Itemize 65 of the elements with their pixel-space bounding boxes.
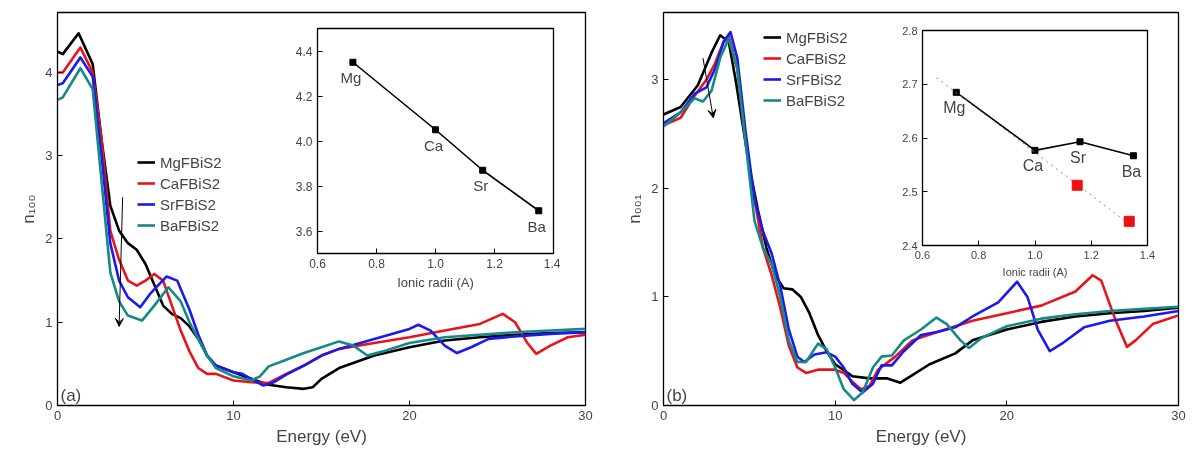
annotation: Mg bbox=[340, 69, 362, 87]
y-tick-label: 2.7 bbox=[902, 78, 918, 91]
y-axis-title: n₁₀₀ bbox=[19, 194, 39, 224]
point bbox=[349, 58, 357, 66]
y-tick-label: 1 bbox=[45, 314, 53, 330]
x-tick-label: 1.2 bbox=[486, 256, 504, 271]
point bbox=[952, 88, 960, 96]
y-tick-label: 2.6 bbox=[902, 132, 918, 144]
x-tick-label: 30 bbox=[578, 407, 593, 423]
legend-label: MgFBiS2 bbox=[786, 28, 848, 46]
point bbox=[479, 166, 487, 174]
y-tick-label: 3 bbox=[651, 72, 659, 88]
point bbox=[1071, 179, 1083, 191]
annotation: Sr bbox=[1070, 148, 1087, 166]
legend-label: CaFBiS2 bbox=[786, 49, 847, 67]
x-tick-label: 10 bbox=[827, 407, 843, 423]
x-axis-title: Ionic radii (A) bbox=[1002, 265, 1068, 278]
y-tick-label: 3.6 bbox=[295, 224, 313, 239]
y-tick-label: 3.8 bbox=[295, 179, 313, 194]
annotation: (a) bbox=[60, 385, 82, 405]
x-tick-label: 20 bbox=[999, 407, 1015, 423]
x-axis-title: Energy (eV) bbox=[276, 426, 367, 446]
x-tick-label: 1.2 bbox=[1083, 248, 1099, 261]
y-tick-label: 2.8 bbox=[902, 24, 918, 37]
y-tick-label: 3 bbox=[45, 148, 53, 164]
point bbox=[1129, 152, 1137, 160]
y-tick-label: 4.4 bbox=[295, 44, 313, 59]
annotation: Mg bbox=[943, 99, 966, 117]
point bbox=[1076, 138, 1084, 146]
annotation: (b) bbox=[666, 385, 688, 405]
legend-label: CaFBiS2 bbox=[160, 174, 221, 192]
x-tick-label: 1.0 bbox=[427, 256, 445, 271]
x-axis-title: Energy (eV) bbox=[875, 426, 967, 446]
annotation: Ba bbox=[527, 217, 547, 235]
legend-label: BaFBiS2 bbox=[786, 91, 846, 109]
annotation: Ba bbox=[1121, 162, 1142, 180]
x-tick-label: 0.8 bbox=[368, 256, 386, 271]
legend-label: BaFBiS2 bbox=[160, 216, 220, 234]
y-tick-label: 2 bbox=[651, 180, 659, 196]
y-axis-title: n₀₀₁ bbox=[625, 194, 645, 224]
annotation: Ca bbox=[423, 136, 444, 154]
point bbox=[1031, 146, 1039, 154]
y-tick-label: 4.0 bbox=[295, 134, 313, 149]
annotation: Ca bbox=[1022, 157, 1044, 175]
y-tick-label: 2.5 bbox=[902, 185, 918, 198]
point bbox=[1123, 215, 1135, 227]
x-tick-label: 20 bbox=[402, 407, 417, 423]
x-tick-label: 30 bbox=[1171, 407, 1186, 423]
legend-label: SrFBiS2 bbox=[786, 70, 842, 88]
annotation: Sr bbox=[473, 177, 489, 195]
point bbox=[535, 207, 543, 215]
y-tick-label: 4.2 bbox=[295, 89, 313, 104]
y-tick-label: 4 bbox=[45, 64, 53, 80]
x-tick-label: 10 bbox=[226, 407, 241, 423]
x-tick-label: 0.8 bbox=[971, 248, 987, 261]
y-tick-label: 2 bbox=[45, 231, 53, 247]
y-tick-label: 1 bbox=[651, 289, 659, 305]
legend-label: SrFBiS2 bbox=[160, 195, 216, 213]
x-tick-label: 1.4 bbox=[543, 256, 561, 271]
x-axis-title: Ionic radii (A) bbox=[397, 274, 474, 290]
legend-label: MgFBiS2 bbox=[160, 153, 222, 171]
point bbox=[432, 126, 439, 134]
x-tick-label: 0.6 bbox=[309, 256, 327, 271]
x-tick-label: 1.4 bbox=[1139, 248, 1156, 261]
x-tick-label: 1.0 bbox=[1027, 248, 1043, 261]
